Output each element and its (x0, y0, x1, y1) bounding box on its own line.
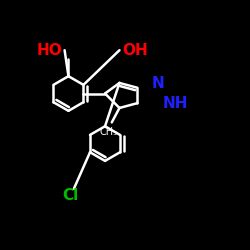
Text: HO: HO (36, 43, 62, 58)
Text: NH: NH (163, 96, 188, 111)
Text: Cl: Cl (62, 188, 78, 204)
Text: CH₃: CH₃ (100, 127, 118, 137)
Text: N: N (151, 76, 164, 92)
Text: OH: OH (122, 43, 148, 58)
